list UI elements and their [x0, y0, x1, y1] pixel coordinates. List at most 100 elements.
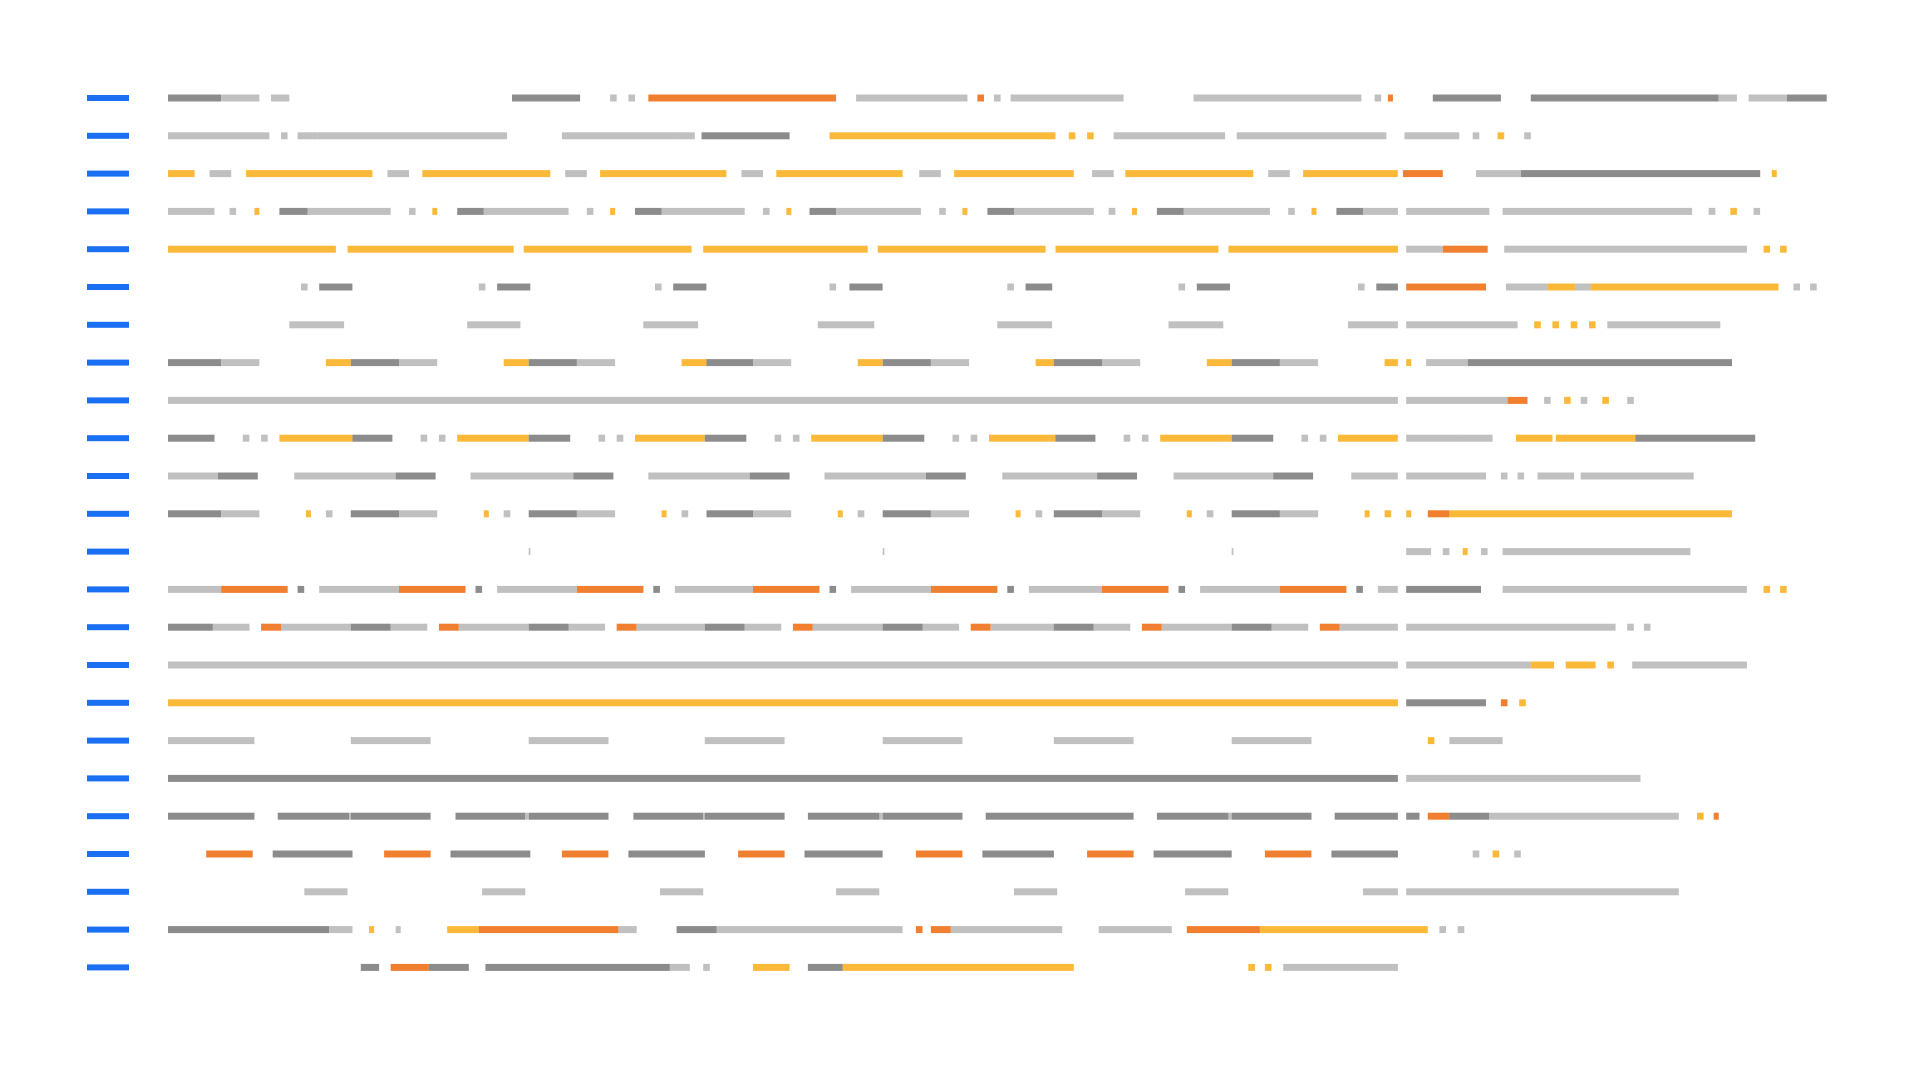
- timeline-segment: [1507, 396, 1528, 404]
- timeline-segment: [369, 926, 375, 934]
- timeline-segment: [242, 434, 250, 442]
- timeline-segment: [1102, 585, 1169, 593]
- timeline-segment: [1718, 94, 1737, 102]
- timeline-segment: [428, 963, 469, 971]
- timeline-segment: [390, 623, 428, 631]
- timeline-segment: [1406, 548, 1432, 556]
- timeline-segment: [1264, 850, 1312, 858]
- timeline-segment: [1279, 585, 1347, 593]
- row-marker: [87, 95, 129, 101]
- timeline-segment: [399, 359, 438, 367]
- timeline-segment: [1515, 434, 1553, 442]
- timeline-segment: [1228, 245, 1398, 253]
- timeline-segment: [1530, 94, 1719, 102]
- timeline-segment: [1231, 359, 1280, 367]
- timeline-segment: [701, 132, 790, 140]
- timeline-segment: [1406, 812, 1420, 820]
- timeline-segment: [653, 585, 660, 593]
- timeline-segment: [1427, 510, 1450, 518]
- timeline-segment: [206, 850, 253, 858]
- timeline-segment: [970, 434, 978, 442]
- timeline-segment: [930, 585, 998, 593]
- timeline-segment: [432, 207, 438, 215]
- timeline-segment: [676, 926, 717, 934]
- timeline-segment: [586, 207, 594, 215]
- timeline-segment: [1607, 661, 1614, 669]
- timeline-segment: [792, 623, 813, 631]
- timeline-segment: [1113, 132, 1226, 140]
- timeline-segment: [1141, 434, 1149, 442]
- timeline-segment: [1426, 359, 1468, 367]
- timeline-segment: [1231, 548, 1234, 556]
- timeline-segment: [384, 850, 431, 858]
- row-marker: [87, 586, 129, 593]
- timeline-segment: [1730, 207, 1737, 215]
- timeline-segment: [209, 170, 232, 178]
- timeline-segment: [829, 132, 1056, 140]
- timeline-segment: [1472, 132, 1480, 140]
- timeline-segment: [528, 623, 569, 631]
- timeline-segment: [307, 207, 391, 215]
- timeline-segment: [272, 850, 353, 858]
- timeline-row: [87, 472, 1694, 480]
- timeline-segment: [674, 585, 753, 593]
- timeline-segment: [1268, 170, 1290, 178]
- timeline-segment: [1336, 207, 1363, 215]
- timeline-segment: [1449, 737, 1503, 745]
- timeline-segment: [977, 94, 984, 102]
- timeline-segment: [648, 94, 837, 102]
- timeline-segment: [1007, 283, 1014, 291]
- timeline-segment: [1319, 623, 1340, 631]
- timeline-segment: [168, 434, 215, 442]
- timeline-segment: [503, 510, 511, 518]
- timeline-segment: [1206, 359, 1232, 367]
- timeline-segment: [281, 623, 351, 631]
- timeline-segment: [1092, 170, 1114, 178]
- timeline-segment: [1231, 737, 1312, 745]
- timeline-segment: [168, 737, 255, 745]
- timeline-segment: [1564, 396, 1571, 404]
- timeline-row: [87, 510, 1732, 518]
- timeline-segment: [168, 396, 1398, 404]
- timeline-segment: [633, 812, 704, 820]
- timeline-segment: [528, 812, 609, 820]
- timeline-segment: [561, 132, 675, 140]
- timeline-segment: [1231, 510, 1280, 518]
- timeline-segment: [168, 774, 1398, 782]
- row-marker: [87, 473, 129, 479]
- timeline-segment: [1231, 623, 1272, 631]
- timeline-segment: [1153, 850, 1232, 858]
- timeline-row: [87, 548, 1691, 556]
- timeline-segment: [950, 926, 1063, 934]
- timeline-segment: [673, 283, 707, 291]
- timeline-segment: [1462, 548, 1468, 556]
- timeline-segment: [1156, 207, 1184, 215]
- timeline-segment: [1093, 623, 1131, 631]
- timeline-row: [87, 812, 1719, 820]
- timeline-segment: [1161, 623, 1232, 631]
- timeline-segment: [1283, 963, 1398, 971]
- row-marker: [87, 888, 129, 895]
- timeline-segment: [829, 585, 837, 593]
- timeline-segment: [1348, 321, 1398, 329]
- timeline-segment: [1406, 510, 1412, 518]
- timeline-segment: [618, 926, 637, 934]
- timeline-segment: [246, 170, 373, 178]
- timeline-segment: [576, 585, 644, 593]
- timeline-segment: [716, 926, 903, 934]
- timeline-row: [87, 661, 1747, 669]
- timeline-segment: [970, 623, 991, 631]
- timeline-segment: [1472, 850, 1480, 858]
- timeline-segment: [674, 132, 695, 140]
- timeline-segment: [857, 510, 865, 518]
- timeline-segment: [528, 737, 609, 745]
- row-marker: [87, 132, 129, 139]
- timeline-segment: [1025, 283, 1053, 291]
- timeline-row: [87, 888, 1679, 896]
- timeline-segment: [1565, 661, 1596, 669]
- timeline-segment: [1231, 812, 1312, 820]
- timeline-segment: [616, 434, 624, 442]
- timeline-segment: [576, 510, 616, 518]
